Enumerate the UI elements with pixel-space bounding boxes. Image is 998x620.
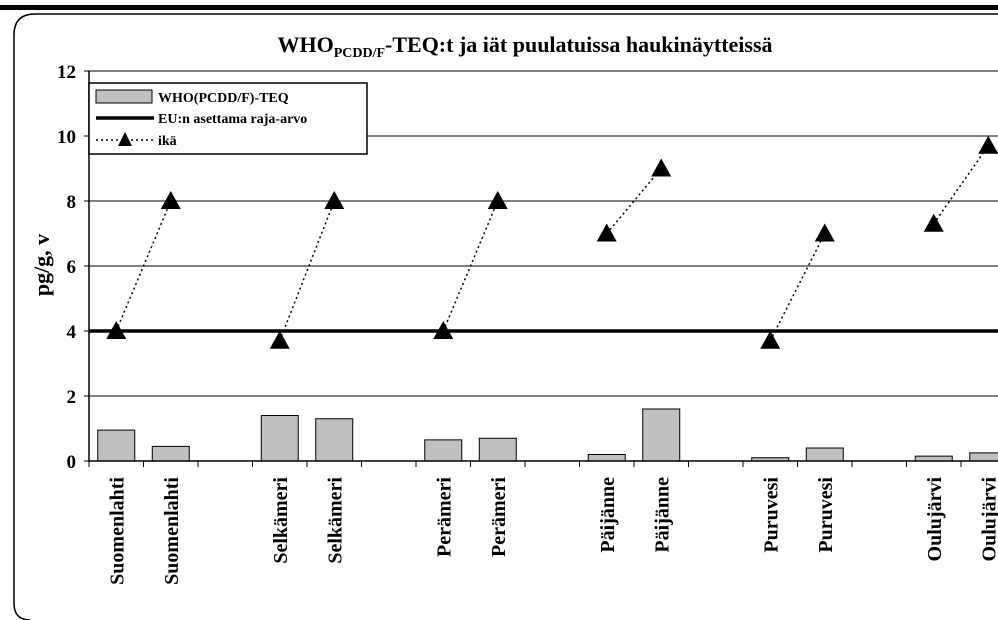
category-label-1: Suomenlahti <box>161 477 183 585</box>
age-segment-6 <box>442 200 499 332</box>
bar-1 <box>151 445 190 462</box>
age-segment-15 <box>933 145 989 225</box>
age-series <box>106 135 998 349</box>
category-labels: Suomenlahti Suomenlahti Selkämeri Selkämeri… <box>106 477 998 585</box>
age-marker-6 <box>433 321 454 339</box>
age-segment-3 <box>279 200 335 342</box>
legend-label-limit: EU:n asettama raja-arvo <box>158 112 307 127</box>
age-marker-0 <box>106 321 127 339</box>
y-axis-label: pg/g, v <box>29 234 54 296</box>
bar-16 <box>969 452 998 462</box>
chart-title-main: WHO <box>277 32 333 57</box>
category-label-4: Selkämeri <box>324 477 346 564</box>
category-label-9: Päijänne <box>597 477 619 553</box>
chart-title-sub: PCDD/F <box>334 46 385 61</box>
age-marker-15 <box>923 213 944 232</box>
category-label-15: Oulujärvi <box>924 477 946 562</box>
bar-9 <box>587 454 626 462</box>
y-tick-label-0: 0 <box>67 452 77 473</box>
y-tick-label-6: 6 <box>67 257 77 278</box>
legend-label-teq: WHO(PCDD/F)-TEQ <box>158 91 289 106</box>
age-segment-9 <box>606 168 662 234</box>
top-border <box>0 5 998 10</box>
category-label-12: Puruvesi <box>760 477 782 553</box>
age-marker-1 <box>160 191 181 209</box>
y-tick-label-8: 8 <box>67 192 77 213</box>
bar-7 <box>478 437 517 462</box>
y-tick-labels: 0 2 4 6 8 10 12 <box>57 62 89 473</box>
age-marker-10 <box>651 158 672 177</box>
age-marker-3 <box>269 330 290 349</box>
age-marker-7 <box>487 191 508 209</box>
bar-10 <box>642 408 681 462</box>
chart-frame <box>13 13 998 620</box>
bars <box>97 408 998 462</box>
chart-title-rest: -TEQ:t ja iät puulatuissa haukinäytteiss… <box>385 32 773 57</box>
legend-swatch-age-marker <box>118 132 132 146</box>
legend-label-age: ikä <box>158 134 177 149</box>
y-tick-label-4: 4 <box>67 322 77 343</box>
age-marker-12 <box>760 330 781 349</box>
bar-4 <box>315 418 354 462</box>
bar-6 <box>424 439 463 462</box>
age-marker-9 <box>596 223 617 242</box>
bar-3 <box>260 415 299 462</box>
category-label-13: Puruvesi <box>815 477 837 553</box>
category-label-16: Oulujärvi <box>978 477 998 562</box>
age-marker-16 <box>978 135 998 154</box>
y-tick-label-12: 12 <box>57 62 76 83</box>
y-tick-label-2: 2 <box>67 387 77 408</box>
category-label-7: Perämeri <box>488 477 510 557</box>
category-label-6: Perämeri <box>433 477 455 557</box>
legend: WHO(PCDD/F)-TEQ EU:n asettama raja-arvo … <box>88 82 368 155</box>
age-segment-12 <box>769 233 826 342</box>
bar-0 <box>97 429 136 462</box>
legend-swatch-teq <box>95 89 153 104</box>
category-label-0: Suomenlahti <box>106 477 128 585</box>
age-marker-13 <box>814 223 835 242</box>
bar-13 <box>805 447 844 462</box>
age-segment-0 <box>115 200 172 332</box>
category-label-10: Päijänne <box>651 477 673 553</box>
y-tick-label-10: 10 <box>57 127 76 148</box>
category-label-3: Selkämeri <box>270 477 292 564</box>
chart-title: WHOPCDD/F-TEQ:t ja iät puulatuissa hauki… <box>277 32 772 61</box>
age-marker-4 <box>324 191 345 209</box>
